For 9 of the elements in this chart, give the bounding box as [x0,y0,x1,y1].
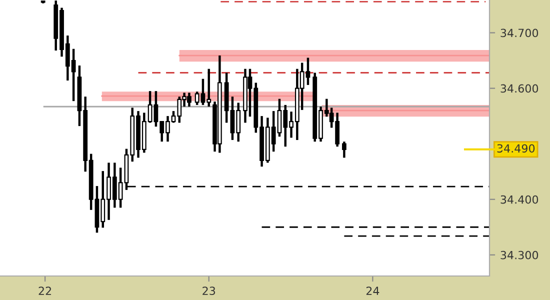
y-tick-label: 34.600 [500,84,538,93]
x-tick-label: 22 [38,286,52,295]
y-tick-label: 34.700 [500,28,538,38]
y-tick-label: 34.400 [500,195,538,204]
ref-line-label: 34.490 [497,144,535,153]
x-tick-label: 24 [366,286,380,295]
y-tick-label: 34.300 [500,250,538,260]
candlestick [342,140,346,159]
x-tick-label: 23 [202,286,216,296]
